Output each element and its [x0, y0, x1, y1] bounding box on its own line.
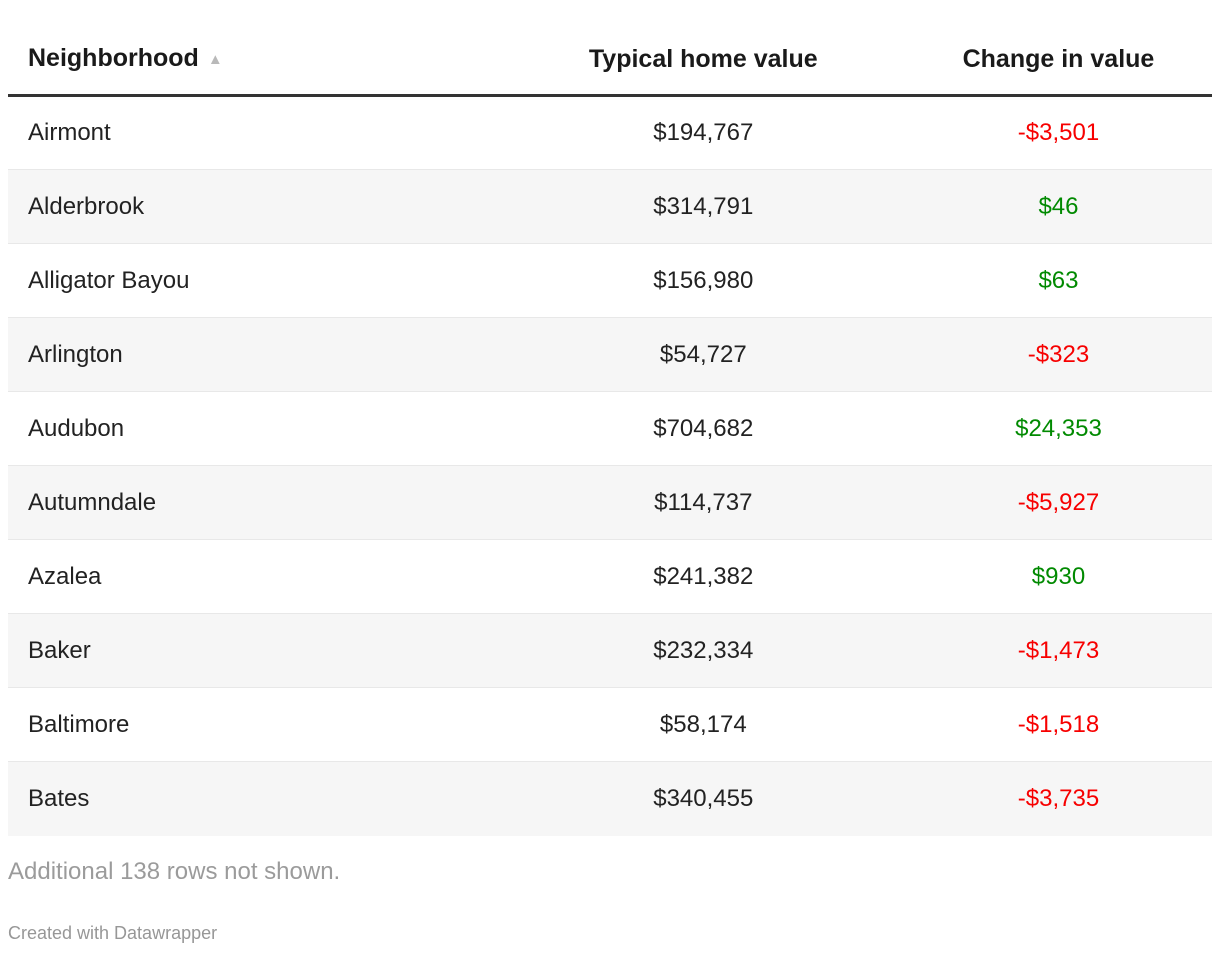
change-cell: -$5,927	[904, 465, 1212, 540]
column-header-typical-home-value[interactable]: Typical home value	[501, 26, 905, 97]
table-row: Autumndale $114,737 -$5,927	[8, 465, 1212, 540]
table-row: Bates $340,455 -$3,735	[8, 761, 1212, 836]
change-cell: -$323	[904, 317, 1212, 392]
column-header-typical-home-value-label: Typical home value	[588, 44, 818, 73]
neighborhood-cell: Autumndale	[8, 465, 502, 540]
table-row: Arlington $54,727 -$323	[8, 317, 1212, 392]
neighborhood-cell: Bates	[8, 761, 502, 836]
neighborhood-cell: Arlington	[8, 317, 502, 392]
home-value-cell: $704,682	[501, 391, 905, 466]
home-value-cell: $340,455	[501, 761, 905, 836]
header-row: Neighborhood ▲ Typical home value Change …	[8, 26, 1212, 97]
sort-ascending-icon: ▲	[207, 51, 223, 68]
change-cell: $63	[904, 243, 1212, 318]
table-row: Audubon $704,682 $24,353	[8, 391, 1212, 466]
home-value-cell: $54,727	[501, 317, 905, 392]
change-cell: $930	[904, 539, 1212, 614]
change-cell: -$1,473	[904, 613, 1212, 688]
table-row: Baker $232,334 -$1,473	[8, 613, 1212, 688]
home-value-cell: $232,334	[501, 613, 905, 688]
home-value-cell: $194,767	[653, 119, 754, 146]
table-row: Azalea $241,382 $930	[8, 539, 1212, 614]
table-widget: Neighborhood ▲ Typical home value Change …	[8, 26, 1212, 943]
neighborhood-cell: Azalea	[8, 539, 502, 614]
neighborhood-home-value-table: Neighborhood ▲ Typical home value Change …	[8, 26, 1212, 836]
table-row: Alderbrook $314,791 $46	[8, 169, 1212, 244]
column-header-change-in-value[interactable]: Change in value	[904, 26, 1212, 97]
change-cell: $46	[904, 169, 1212, 244]
change-cell: -$3,735	[904, 761, 1212, 836]
neighborhood-cell: Alligator Bayou	[8, 243, 502, 318]
column-header-change-in-value-label: Change in value	[962, 44, 1155, 73]
datawrapper-attribution-link[interactable]: Created with Datawrapper	[8, 922, 218, 943]
table-row: Airmont $194,767 -$3,501	[8, 96, 1212, 170]
home-value-cell: $58,174	[501, 687, 905, 762]
neighborhood-cell: Alderbrook	[8, 169, 502, 244]
neighborhood-cell: Audubon	[8, 391, 502, 466]
column-header-neighborhood[interactable]: Neighborhood ▲	[8, 26, 502, 97]
change-cell: -$1,518	[904, 687, 1212, 762]
neighborhood-cell: Airmont	[28, 119, 111, 146]
home-value-cell: $314,791	[501, 169, 905, 244]
table-row: Alligator Bayou $156,980 $63	[8, 243, 1212, 318]
home-value-cell: $156,980	[501, 243, 905, 318]
neighborhood-cell: Baker	[8, 613, 502, 688]
change-cell: -$3,501	[1017, 119, 1100, 146]
change-cell: $24,353	[904, 391, 1212, 466]
home-value-cell: $114,737	[501, 465, 905, 540]
table-row: Baltimore $58,174 -$1,518	[8, 687, 1212, 762]
column-header-neighborhood-label: Neighborhood	[28, 44, 199, 72]
neighborhood-cell: Baltimore	[8, 687, 502, 762]
home-value-cell: $241,382	[501, 539, 905, 614]
rows-not-shown-note: Additional 138 rows not shown.	[8, 857, 341, 885]
